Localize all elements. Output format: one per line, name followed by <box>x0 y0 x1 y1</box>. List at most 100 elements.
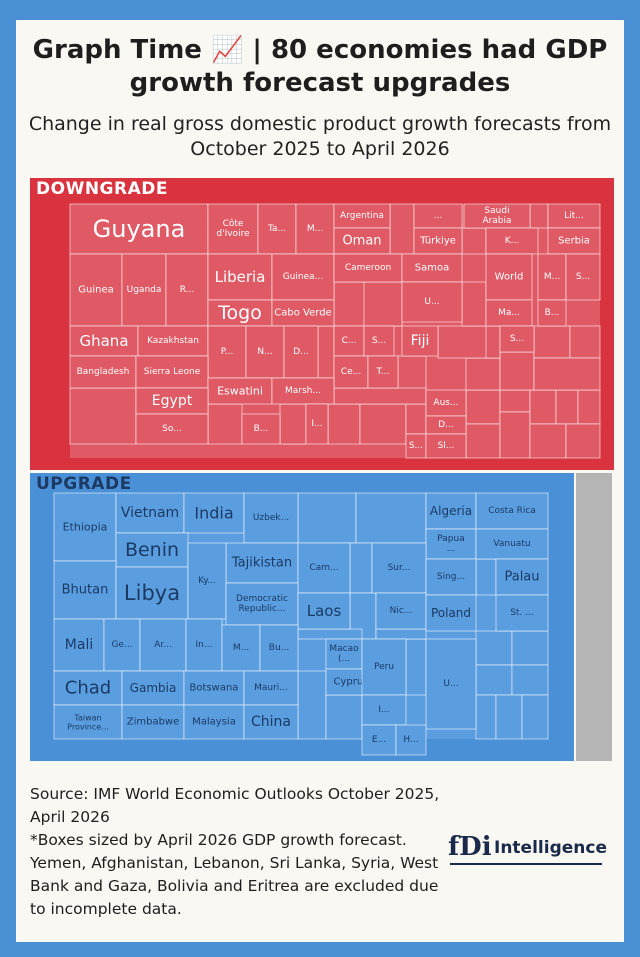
tile-label: Cam... <box>309 563 338 573</box>
tile-label: Kazakhstan <box>147 336 199 346</box>
logo-text: Intelligence <box>494 838 607 858</box>
treemap-tile <box>495 694 523 740</box>
treemap-tile <box>333 227 391 255</box>
excluded-panel <box>576 473 612 761</box>
treemap-tile <box>225 582 299 626</box>
treemap-tile <box>465 389 501 425</box>
tile-label: M... <box>233 643 249 653</box>
treemap-tile <box>425 528 477 560</box>
treemap-tile <box>297 670 327 740</box>
treemap-tile <box>361 638 407 696</box>
treemap-tile <box>405 638 427 696</box>
treemap-tile <box>565 423 601 459</box>
tile-label: Vietnam <box>121 505 179 521</box>
treemap-tile <box>529 423 567 459</box>
tile-label: Sur... <box>388 563 411 573</box>
treemap-tile <box>499 351 535 391</box>
tile-label: Egypt <box>152 393 193 409</box>
tile-label: E... <box>372 735 386 745</box>
tile-label: Côte d'Ivoire <box>216 218 250 239</box>
tile-label: Cameroon <box>345 263 391 273</box>
tile-label: Tajikistan <box>231 556 292 571</box>
treemap-tile <box>537 299 567 327</box>
treemap-tile <box>395 724 427 756</box>
tile-label: Ma... <box>498 308 520 318</box>
tile-label: Türkiye <box>419 236 456 247</box>
treemap-tile <box>333 253 403 283</box>
tile-label: T... <box>375 367 389 377</box>
treemap-tile <box>499 325 535 353</box>
treemap-tile <box>271 299 335 327</box>
footnote-text: *Boxes sized by April 2026 GDP growth fo… <box>30 831 439 918</box>
treemap-tile <box>371 542 427 594</box>
treemap-tile <box>529 389 557 425</box>
treemap-tile <box>521 694 549 740</box>
treemap-tile <box>207 253 273 301</box>
treemap-tile <box>121 704 185 740</box>
treemap-tile <box>495 594 549 632</box>
tile-label: Uzbek... <box>253 513 289 523</box>
tile-label: Togo <box>217 302 262 324</box>
treemap-tile <box>413 203 463 229</box>
tile-label: Liberia <box>215 268 266 286</box>
treemap-tile <box>511 664 549 696</box>
tile-label: I... <box>378 705 389 715</box>
treemap-tile <box>69 387 137 445</box>
treemap-tile <box>53 670 123 706</box>
treemap-tile <box>115 566 189 620</box>
treemap-tile <box>207 403 243 445</box>
tile-label: D... <box>438 420 454 430</box>
treemap-tile <box>463 203 531 229</box>
treemap-tile <box>363 281 403 327</box>
treemap-tile <box>325 694 363 740</box>
tile-label: Palau <box>504 570 539 585</box>
tile-label: C... <box>342 336 357 346</box>
treemap-tile <box>485 325 501 359</box>
treemap-tile <box>425 492 477 530</box>
treemap-tile <box>297 592 351 630</box>
treemap-tile <box>259 624 299 672</box>
treemap-tile <box>425 389 467 417</box>
treemap-tile <box>401 325 439 357</box>
tile-label: N... <box>257 347 272 357</box>
treemap-tile <box>401 253 463 283</box>
tile-label: Mauri... <box>254 683 288 693</box>
source-text: Source: IMF World Economic Outlooks Octo… <box>30 785 440 826</box>
treemap-tile <box>53 704 123 740</box>
treemap-tile <box>165 253 209 327</box>
fdi-logo: fDi Intelligence <box>448 832 608 872</box>
tile-label: Fiji <box>411 333 430 349</box>
treemap-tile <box>271 377 335 405</box>
upgrade-panel: UPGRADE Ethiopia Vietnam India Uzbek... Alge… <box>30 473 574 761</box>
treemap-tile <box>425 638 477 730</box>
tile-label: M... <box>544 272 560 282</box>
tile-label: H... <box>403 735 418 745</box>
treemap-tile <box>461 281 487 327</box>
treemap-tile <box>397 355 427 391</box>
treemap-tile <box>499 389 531 413</box>
treemap-tile <box>485 253 533 301</box>
treemap-tile <box>475 664 513 696</box>
tile-label: K... <box>505 236 519 246</box>
treemap-tile <box>547 203 601 229</box>
treemap-tile <box>243 670 299 706</box>
page-title: Graph Time 📈 | 80 economies had GDP grow… <box>32 35 608 98</box>
treemap-tile <box>425 433 467 459</box>
tile-label: D... <box>293 347 309 357</box>
infographic-card: Graph Time 📈 | 80 economies had GDP grow… <box>16 20 624 942</box>
treemap-tile <box>465 423 501 459</box>
tile-label: Laos <box>307 602 342 620</box>
treemap-tile <box>69 355 137 389</box>
treemap-tile <box>207 299 273 327</box>
tile-label: S... <box>372 336 386 346</box>
tile-label: Ethiopia <box>63 521 108 534</box>
treemap-tile <box>533 325 571 359</box>
tile-label: Marsh... <box>285 386 321 396</box>
tile-label: St. ... <box>510 608 534 618</box>
treemap-tile <box>511 630 549 666</box>
treemap-tile <box>533 357 601 391</box>
treemap-tile <box>465 357 501 391</box>
tile-label: I... <box>311 419 322 429</box>
tile-label: World <box>495 272 524 283</box>
treemap-tile <box>425 558 477 596</box>
